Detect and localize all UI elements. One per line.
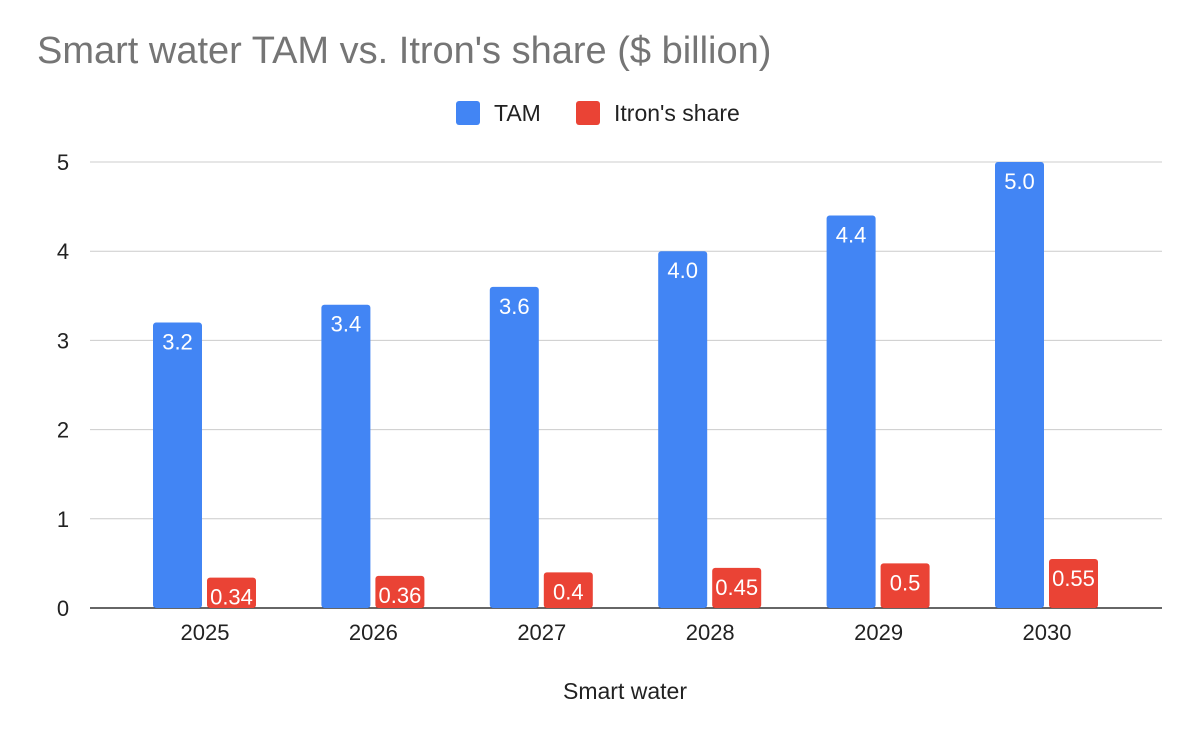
data-label-tam-2029: 4.4 [836, 223, 867, 248]
y-tick-label-3: 3 [57, 328, 69, 353]
y-tick-label-4: 4 [57, 239, 69, 264]
data-label-itron-share-2025: 0.34 [210, 585, 253, 610]
bar-itron-share-2027[interactable] [543, 572, 593, 608]
bar-itron-share-2029[interactable] [880, 563, 930, 608]
data-label-tam-2026: 3.4 [331, 312, 362, 337]
data-label-itron-share-2030: 0.55 [1052, 566, 1095, 591]
y-tick-label-1: 1 [57, 507, 69, 532]
bar-tam-2027[interactable] [489, 286, 539, 608]
data-label-tam-2027: 3.6 [499, 294, 530, 319]
legend-item-tam[interactable]: TAM [456, 98, 541, 128]
data-label-tam-2030: 5.0 [1004, 169, 1035, 194]
bar-tam-2029[interactable] [826, 215, 876, 608]
bar-tam-2025[interactable] [153, 322, 202, 608]
data-label-itron-share-2026: 0.36 [378, 583, 421, 608]
legend-label-tam: TAM [494, 99, 541, 126]
x-tick-label-2025: 2025 [181, 620, 230, 645]
data-label-itron-share-2029: 0.5 [890, 570, 921, 595]
bar-itron-share-2025[interactable] [207, 577, 256, 608]
data-label-tam-2028: 4.0 [667, 258, 698, 283]
x-tick-label-2029: 2029 [854, 620, 903, 645]
bar-itron-share-2026[interactable] [375, 575, 425, 608]
bar-itron-share-2028[interactable] [712, 567, 762, 608]
bar-tam-2028[interactable] [658, 251, 708, 608]
x-tick-label-2027: 2027 [517, 620, 566, 645]
data-label-itron-share-2028: 0.45 [715, 575, 758, 600]
data-label-tam-2025: 3.2 [162, 330, 193, 355]
data-label-itron-share-2027: 0.4 [553, 579, 584, 604]
bar-tam-2030[interactable] [995, 162, 1044, 608]
legend-swatch-tam [456, 101, 480, 125]
legend: TAM Itron's share [0, 98, 1200, 128]
y-tick-label-5: 5 [57, 150, 69, 175]
legend-label-itron-share: Itron's share [614, 99, 740, 126]
y-tick-label-0: 0 [57, 596, 69, 621]
chart-title: Smart water TAM vs. Itron's share ($ bil… [37, 30, 772, 72]
bar-tam-2026[interactable] [321, 304, 371, 608]
x-axis-title: Smart water [563, 678, 687, 704]
bar-itron-share-2030[interactable] [1049, 558, 1098, 608]
x-tick-label-2030: 2030 [1023, 620, 1072, 645]
x-tick-label-2028: 2028 [686, 620, 735, 645]
legend-item-itron-share[interactable]: Itron's share [576, 98, 740, 128]
y-tick-label-2: 2 [57, 418, 69, 443]
legend-swatch-itron-share [576, 101, 600, 125]
x-tick-label-2026: 2026 [349, 620, 398, 645]
